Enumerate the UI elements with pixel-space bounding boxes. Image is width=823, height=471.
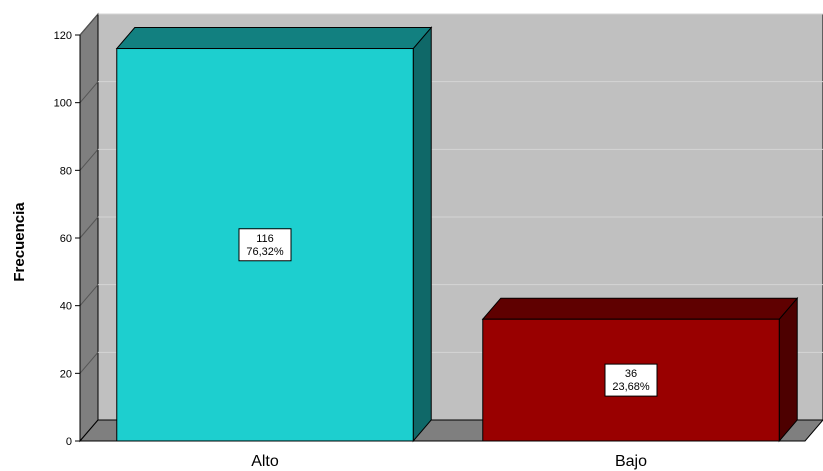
data-label-box: [238, 228, 292, 262]
side-gridline: [79, 284, 99, 306]
y-tick-label: 40: [60, 301, 72, 313]
side-gridline: [79, 13, 99, 36]
bar-side: [412, 26, 432, 443]
data-label-count: 36: [625, 368, 637, 380]
side-gridline: [79, 149, 99, 171]
y-tick-label: 100: [54, 98, 72, 110]
bar-side: [778, 296, 798, 443]
side-gridline: [79, 216, 99, 239]
y-tick-label: 120: [54, 30, 72, 42]
side-gridline: [79, 352, 99, 374]
data-label-percent: 23,68%: [612, 381, 650, 393]
bar-top: [115, 27, 433, 50]
y-axis: 0 20 40 60 80 100 120: [54, 30, 81, 448]
y-tick-label: 60: [60, 233, 72, 245]
x-tick-label: Bajo: [615, 453, 647, 470]
data-label-count: 116: [256, 233, 274, 245]
x-tick-label: Alto: [251, 453, 279, 470]
bar-top: [481, 297, 799, 320]
data-label-percent: 76,32%: [246, 246, 284, 258]
y-tick-label: 80: [60, 165, 72, 177]
y-tick-label: 20: [60, 368, 72, 380]
x-axis: Alto Bajo: [80, 440, 805, 470]
y-tick-label: 0: [66, 436, 72, 448]
side-gridline: [79, 81, 99, 103]
data-label-box: [604, 363, 658, 397]
y-axis-label: Frecuencia: [11, 202, 28, 282]
